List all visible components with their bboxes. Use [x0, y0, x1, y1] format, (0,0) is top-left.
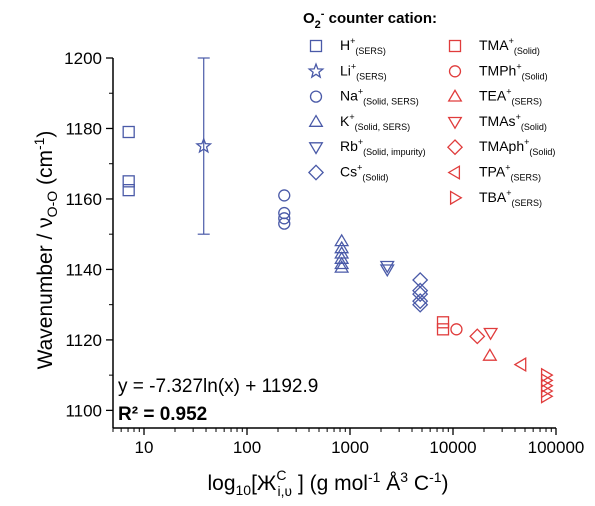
series-triangle-up [334, 233, 350, 273]
data-point [540, 388, 554, 404]
legend-marker [307, 164, 325, 181]
legend-marker [447, 89, 463, 102]
x-tick-label: 100000 [528, 438, 585, 457]
legend-marker [307, 62, 325, 79]
data-point [122, 183, 135, 197]
plot-layer [122, 57, 554, 404]
legend-label: TPA+(SERS) [479, 163, 541, 183]
legend-marker [449, 190, 463, 206]
data-point [122, 125, 135, 139]
series-triangle-down [483, 327, 499, 341]
data-point [436, 323, 450, 336]
legend-entry: Li+(SERS) [307, 61, 387, 81]
series-circle [450, 323, 463, 336]
legend-label: Cs+(Solid) [340, 163, 388, 183]
legend-label: Na+(Solid, SERS) [340, 87, 419, 107]
y-tick-label: 1140 [65, 260, 102, 279]
axis-layer: 1100 1120 1140 1160 1180 1200 10 100 1000 10000 10… [64, 49, 584, 457]
data-point [412, 296, 429, 313]
x-tick-label: 10 [135, 438, 154, 457]
series-triangle-left [513, 357, 527, 373]
series-diamond [412, 271, 429, 313]
data-point [483, 327, 499, 341]
x-tick-label: 1000 [331, 438, 369, 457]
data-point [122, 175, 135, 188]
series-square [122, 125, 135, 197]
data-point [513, 357, 527, 373]
data-point [412, 293, 429, 310]
legend-entry: TEA+(SERS) [447, 87, 542, 107]
legend-entry: TPA+(SERS) [447, 163, 541, 183]
legend-entry: Cs+(Solid) [307, 163, 388, 183]
series-triangle-right [540, 367, 554, 404]
legend-entry: Rb+(Solid, impurity) [308, 137, 426, 157]
legend-marker [308, 142, 324, 155]
series-diamond [469, 328, 486, 345]
legend-entry: H+(SERS) [309, 36, 386, 56]
legend-marker [309, 90, 323, 103]
legend-label: TMA+(Solid) [479, 36, 540, 56]
legend-marker [308, 114, 324, 127]
fit-equation: y = -7.327ln(x) + 1192.9 [118, 376, 318, 397]
y-tick-label: 1100 [65, 401, 102, 420]
legend-label: H+(SERS) [340, 36, 386, 56]
legend-entry: K+(Solid, SERS) [308, 112, 410, 132]
x-tick-label: 10000 [429, 438, 476, 457]
series-triangle-up [482, 348, 498, 361]
data-point [412, 271, 429, 289]
data-point [334, 251, 350, 264]
legend-entry: Na+(Solid, SERS) [309, 87, 419, 107]
data-point [195, 137, 213, 154]
r-squared: R² = 0.952 [118, 404, 207, 425]
data-point [450, 323, 463, 336]
data-point [278, 217, 291, 230]
legend: H+(SERS) Li+(SERS) Na+(Solid, SERS) K+(Soli… [307, 36, 555, 208]
legend-marker [447, 165, 461, 180]
legend-label: TEA+(SERS) [479, 87, 542, 107]
series-triangle-down [379, 260, 395, 278]
series-circle [278, 189, 291, 230]
legend-label: TMAph+(Solid) [479, 137, 555, 157]
data-point [412, 285, 429, 303]
y-tick-label: 1120 [65, 331, 102, 350]
legend-marker [446, 139, 464, 156]
legend-label: TMPh+(Solid) [479, 61, 548, 81]
series-square [436, 316, 450, 336]
data-point [482, 348, 498, 361]
legend-entry: TMA+(Solid) [448, 36, 540, 56]
y-axis-label: Wavenumber / νO-O (cm-1) [31, 131, 60, 370]
data-point [278, 212, 291, 225]
legend-label: TMAs+(Solid) [479, 112, 547, 132]
y-tick-label: 1180 [65, 119, 102, 138]
legend-marker [447, 116, 463, 130]
legend-marker [448, 39, 462, 53]
data-point [436, 316, 450, 329]
data-point [334, 260, 350, 273]
legend-marker [448, 65, 462, 78]
data-point [379, 264, 395, 278]
legend-title: O2- counter cation: [303, 8, 437, 31]
legend-label: Li+(SERS) [340, 61, 387, 81]
x-axis-label: log10[ЖC i,ʋ ] (g mol-1 Å3 C-1) [207, 467, 448, 499]
data-point [334, 233, 350, 247]
x-tick-label: 100 [233, 438, 261, 457]
legend-label: Rb+(Solid, impurity) [340, 137, 426, 157]
data-point [469, 328, 486, 345]
data-point [334, 256, 350, 270]
legend-entry: TMPh+(Solid) [448, 61, 548, 81]
legend-entry: TMAph+(Solid) [446, 137, 555, 157]
y-tick-label: 1160 [65, 190, 102, 209]
legend-label: K+(Solid, SERS) [340, 112, 410, 132]
legend-label: TBA+(SERS) [479, 188, 542, 208]
legend-entry: TMAs+(Solid) [447, 112, 547, 132]
y-tick-label: 1200 [64, 49, 102, 68]
legend-marker [309, 39, 323, 53]
series-star [195, 57, 213, 235]
data-point [379, 260, 395, 274]
data-point [278, 189, 291, 202]
legend-entry: TBA+(SERS) [449, 188, 542, 208]
